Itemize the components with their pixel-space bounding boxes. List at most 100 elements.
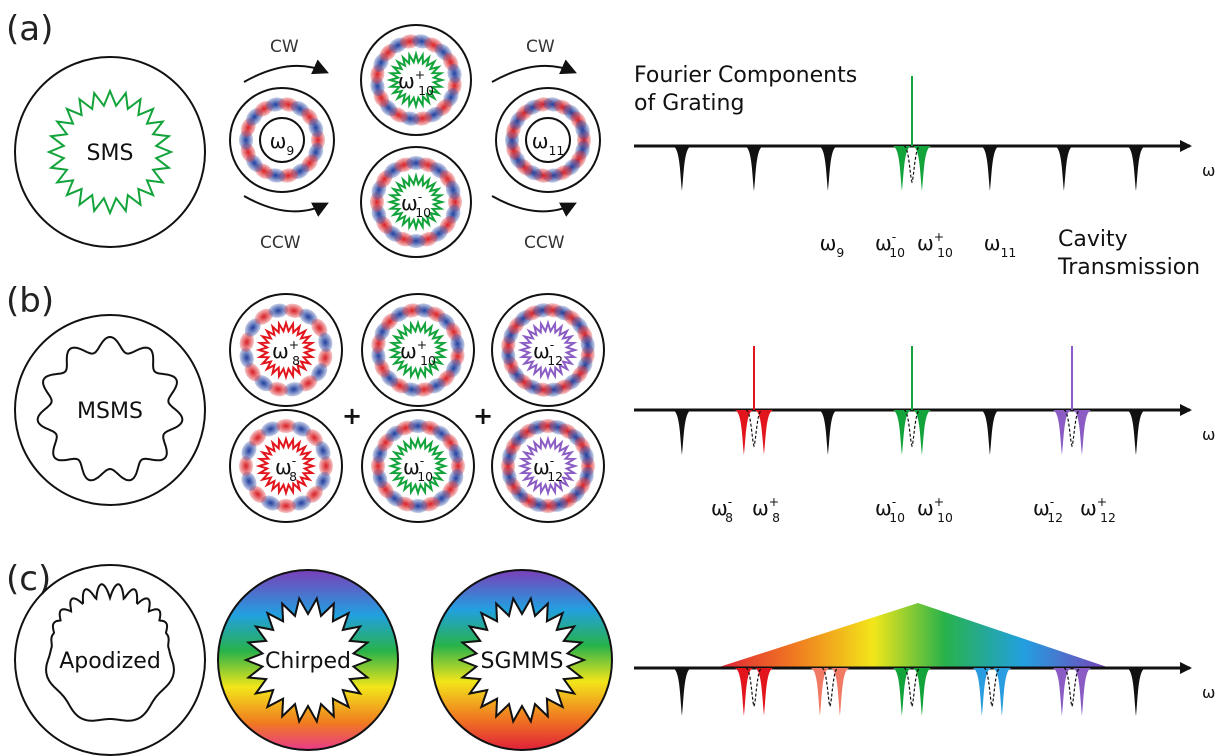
- split-c-salmon-minus: [810, 668, 830, 716]
- split-c-green-minus: [892, 668, 912, 716]
- ring-w8-minus-label: ω-8: [275, 453, 297, 484]
- split-c-green-plus: [912, 668, 932, 716]
- sms-label: SMS: [87, 141, 134, 166]
- split-a-w10-minus: [892, 146, 912, 191]
- spec-a-w9: ω9: [820, 231, 845, 260]
- dip-a-2: [818, 146, 838, 191]
- sup: -: [892, 494, 896, 509]
- plus-sign-1: +: [342, 402, 362, 430]
- ring-w9-label: ω9: [270, 129, 295, 158]
- dip-a-4: [1054, 146, 1074, 191]
- ring-w10-minus: ω-10: [360, 146, 472, 258]
- fourier-label-line2: of Grating: [634, 91, 744, 116]
- ring-w10-minus-b-label: ω-10: [403, 453, 433, 484]
- spec-a-w11: ω11: [984, 231, 1017, 260]
- sup: -: [550, 453, 554, 468]
- ccw-label-left: CCW: [260, 233, 301, 253]
- split-b-w10-dashed: [903, 409, 921, 448]
- split-c-green-dashed: [903, 667, 921, 708]
- dip-b-1: [818, 410, 838, 455]
- spectra: ω ω9 ω-10 ω+ 10 ω11 ω ω-8 ω+ 8 ω-10 ω+ 10 ω-12 ω+ 12 ω: [634, 76, 1215, 716]
- apodized-grating: [45, 583, 175, 722]
- sup: -: [728, 494, 732, 509]
- sup: +: [417, 337, 427, 352]
- dip-b-0: [672, 410, 692, 455]
- spec-b-w10-plus: ω+ 10: [917, 494, 953, 525]
- spec-a-w10-plus: ω+ 10: [917, 229, 953, 260]
- ring-w12-top: ω-12: [491, 293, 605, 407]
- panel-label-a: (a): [6, 9, 53, 49]
- ring-w12-bottom-label: ω-12: [533, 453, 563, 484]
- ring-w12-top-label: ω-12: [533, 337, 563, 368]
- spec-a-w10-minus: ω-10: [875, 229, 905, 260]
- spec-b-w8-minus: ω-8: [711, 494, 733, 525]
- apodized-label: Apodized: [59, 649, 161, 674]
- msms-grating: [36, 335, 184, 482]
- cavity-label-line1: Cavity: [1058, 227, 1128, 252]
- ring-w10-plus-b-label: ω+ 10: [400, 337, 436, 368]
- sup: -: [292, 453, 296, 468]
- cw-label-right: CW: [526, 37, 555, 57]
- axis-c-omega-label: ω: [1202, 683, 1215, 702]
- axis-a-arrow: [1180, 140, 1192, 152]
- ring-w11: ω11: [495, 87, 601, 193]
- sgmms-resonator: SGMMS: [431, 569, 613, 751]
- ccw-arrow-right: [491, 195, 577, 217]
- panel-label-b: (b): [6, 281, 54, 321]
- ring-w10-plus-b: ω+ 10: [361, 293, 475, 407]
- split-c-purple-dashed: [1063, 667, 1081, 708]
- sup: +: [1097, 494, 1107, 509]
- chirped-resonator: Chirped: [217, 569, 399, 751]
- dip-a-3: [980, 146, 1000, 191]
- dip-b-3: [1126, 410, 1146, 455]
- split-c-blue-dashed: [983, 667, 1001, 708]
- plus-sign-2: +: [473, 402, 493, 430]
- split-b-w12-dashed: [1063, 409, 1081, 448]
- spec-b-w12-minus: ω-12: [1033, 494, 1063, 525]
- dip-c-right: [1126, 668, 1146, 716]
- split-c-salmon-dashed: [821, 667, 839, 708]
- sgmms-label: SGMMS: [481, 649, 564, 674]
- sup: -: [550, 337, 554, 352]
- axis-c-arrow: [1180, 662, 1192, 674]
- dip-b-2: [980, 410, 1000, 455]
- ring-w10-minus-label: ω-10: [401, 189, 431, 220]
- sup: -: [1050, 494, 1054, 509]
- dip-a-0: [672, 146, 692, 191]
- cw-arrow-left: [243, 59, 329, 83]
- panel-label-c: (c): [6, 559, 51, 599]
- split-b-w8-plus: [754, 410, 774, 455]
- spec-b-w8-plus: ω+ 8: [752, 494, 780, 525]
- chirped-grating: [243, 595, 373, 725]
- split-b-w12-plus: [1072, 410, 1092, 455]
- spec-b-w12-plus: ω+ 12: [1080, 494, 1116, 525]
- ccw-arrow-left: [243, 195, 329, 217]
- sup: +: [289, 337, 299, 352]
- ring-w12-bottom: ω-12: [491, 409, 605, 523]
- split-a-w10-dashed: [903, 145, 921, 184]
- axis-b-arrow: [1180, 404, 1192, 416]
- axis-b-omega-label: ω: [1202, 425, 1215, 444]
- split-b-w8-minus: [734, 410, 754, 455]
- dip-a-1: [744, 146, 764, 191]
- fourier-label-line1: Fourier Components: [634, 63, 857, 88]
- sms-grating: [46, 88, 174, 216]
- spec-b-w10-minus: ω-10: [875, 494, 905, 525]
- sup: -: [418, 189, 422, 204]
- cw-label-left: CW: [270, 37, 299, 57]
- ccw-label-right: CCW: [524, 233, 565, 253]
- sup: +: [934, 229, 944, 244]
- dip-c-left: [672, 668, 692, 716]
- ring-w8-minus: ω-8: [229, 409, 343, 523]
- ring-w8-plus-label: ω+ 8: [272, 337, 300, 368]
- split-c-red-plus: [754, 668, 774, 716]
- sup: -: [892, 229, 896, 244]
- split-c-blue-minus: [972, 668, 992, 716]
- apodized-resonator: Apodized: [14, 564, 206, 756]
- mode-rings: ω9 ω+ 10 ω-10 ω11 ω+ 8 ω-8 ω+ 10 ω-10 ω-12 ω-12: [229, 24, 605, 523]
- split-b-w8-dashed: [745, 409, 763, 448]
- split-c-purple-minus: [1052, 668, 1072, 716]
- msms-label: MSMS: [77, 399, 143, 424]
- cavity-label-line2: Transmission: [1057, 255, 1200, 280]
